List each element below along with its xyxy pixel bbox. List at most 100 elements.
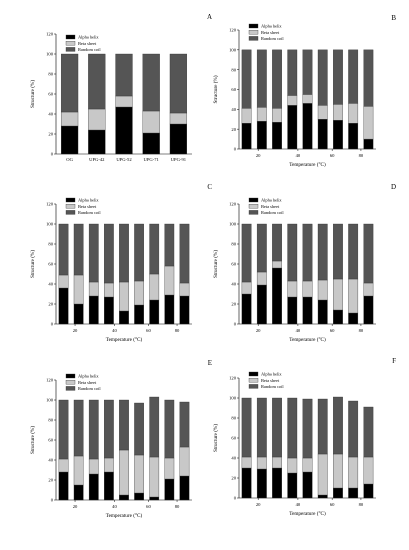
y-tick-label: 100	[46, 398, 54, 403]
y-tick-label: 100	[46, 222, 54, 227]
legend-swatch	[65, 204, 76, 209]
y-tick-label: 120	[229, 376, 237, 381]
bar-random-coil	[272, 223, 282, 262]
y-tick-label: 0	[51, 152, 54, 157]
bar-alpha-helix	[272, 122, 282, 150]
x-tick-label: 20	[73, 328, 78, 333]
bar-beta-sheet	[134, 454, 144, 494]
bar-beta-sheet	[363, 106, 374, 140]
bar-beta-sheet	[302, 94, 313, 104]
bar-random-coil	[60, 53, 79, 113]
x-tick-label: 40	[296, 153, 301, 158]
bar-alpha-helix	[104, 296, 114, 325]
legend-swatch	[248, 384, 259, 389]
bar-alpha-helix	[333, 120, 343, 150]
y-tick-label: 20	[48, 302, 53, 307]
x-tick-label: 60	[146, 504, 151, 509]
bar-random-coil	[134, 402, 144, 456]
bar-beta-sheet	[317, 279, 328, 301]
panel-label: F	[392, 357, 396, 365]
bar-random-coil	[363, 406, 374, 458]
bar-random-coil	[287, 223, 298, 282]
bar-alpha-helix	[256, 284, 267, 325]
bar-random-coil	[287, 49, 298, 96]
bar-beta-sheet	[164, 265, 175, 296]
bar-random-coil	[317, 398, 328, 455]
bar-beta-sheet	[287, 457, 298, 474]
legend-swatch	[65, 380, 76, 385]
legend-label: Beta sheet	[261, 378, 280, 383]
legend-swatch	[248, 204, 259, 209]
bar-alpha-helix	[272, 467, 282, 499]
y-tick-label: 100	[46, 52, 54, 57]
bar-beta-sheet	[333, 104, 343, 121]
chart-panel-d: 0 20 40 60 80 100 120 20 40 60 80 Structure (%) Temp…	[212, 183, 396, 343]
legend-label: Beta sheet	[78, 204, 97, 209]
bar-alpha-helix	[149, 496, 160, 501]
y-axis-title: Structure (%)	[29, 426, 36, 454]
legend-swatch	[248, 36, 259, 41]
bar-beta-sheet	[88, 108, 106, 131]
x-tick-label: 20	[256, 502, 261, 507]
bar-random-coil	[73, 223, 84, 276]
bar-random-coil	[241, 223, 252, 283]
y-tick-label: 60	[48, 262, 53, 267]
legend-label: Alpha helix	[261, 24, 282, 29]
y-tick-label: 60	[231, 436, 236, 441]
bar-random-coil	[142, 53, 160, 112]
panel-label: A	[207, 13, 212, 21]
bar-random-coil	[119, 223, 129, 283]
bar-alpha-helix	[241, 123, 252, 150]
bar-beta-sheet	[104, 457, 114, 473]
legend-swatch	[248, 23, 259, 29]
x-tick-label: 60	[330, 328, 335, 333]
y-tick-label: 100	[229, 222, 237, 227]
legend-swatch	[248, 30, 259, 35]
x-tick-label: 80	[175, 328, 180, 333]
y-tick-label: 20	[231, 127, 236, 132]
legend-label: Alpha helix	[261, 198, 282, 203]
x-axis-title: Temperature (°C)	[289, 336, 326, 343]
bar-alpha-helix	[317, 119, 328, 150]
y-tick-label: 0	[234, 147, 237, 152]
y-tick-label: 0	[51, 322, 54, 327]
panel-label: B	[391, 14, 396, 22]
legend-label: Alpha helix	[78, 198, 99, 203]
legend-label: Random coil	[78, 210, 101, 215]
bar-random-coil	[256, 397, 267, 458]
x-tick-label: UPG-91	[171, 157, 187, 162]
bar-alpha-helix	[169, 123, 188, 155]
legend-label: Alpha helix	[78, 35, 99, 40]
bar-beta-sheet	[179, 446, 190, 477]
x-tick-label: UPG-71	[144, 157, 160, 162]
y-tick-label: 0	[51, 498, 54, 503]
y-axis-title: Structure (%)	[29, 80, 36, 108]
bar-beta-sheet	[119, 281, 129, 312]
bar-random-coil	[179, 401, 190, 448]
chart-panel-a: 0 20 40 60 80 100 120 OG UPG-42 UPG-52 UPG-71 UPG-9…	[29, 13, 212, 162]
panel-label: C	[207, 183, 212, 191]
bar-alpha-helix	[179, 475, 190, 501]
x-tick-label: 40	[296, 328, 301, 333]
y-tick-label: 120	[229, 202, 237, 207]
x-tick-label: 80	[175, 504, 180, 509]
bar-beta-sheet	[58, 274, 69, 289]
y-tick-label: 40	[231, 107, 236, 112]
bar-alpha-helix	[73, 303, 84, 325]
bar-alpha-helix	[73, 484, 84, 501]
x-tick-label: 80	[359, 328, 364, 333]
y-tick-label: 80	[48, 72, 53, 77]
bar-alpha-helix	[287, 105, 298, 150]
bar-alpha-helix	[58, 471, 69, 501]
bar-alpha-helix	[119, 494, 129, 501]
y-tick-label: 60	[48, 438, 53, 443]
bar-beta-sheet	[302, 280, 313, 298]
bar-random-coil	[169, 53, 188, 114]
bar-random-coil	[241, 397, 252, 458]
legend-swatch	[65, 197, 76, 203]
bar-alpha-helix	[88, 473, 99, 501]
bar-random-coil	[317, 223, 328, 281]
bar-random-coil	[58, 223, 69, 276]
y-tick-label: 20	[48, 478, 53, 483]
bar-alpha-helix	[348, 487, 359, 499]
